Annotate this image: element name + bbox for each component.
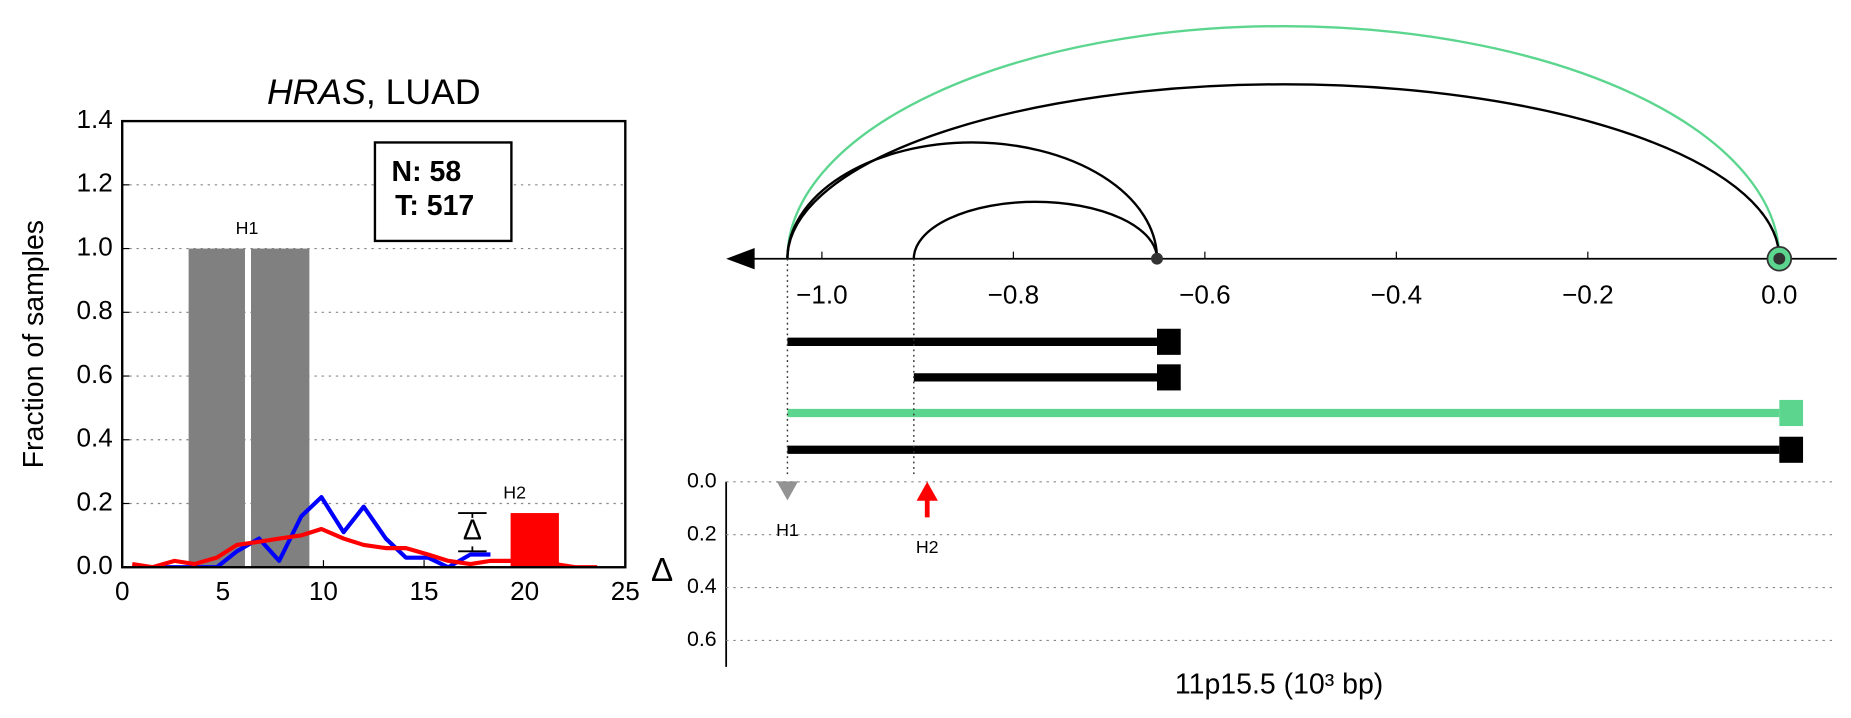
count-label: N: 58: [392, 156, 462, 188]
y-tick-label: 0.2: [687, 521, 717, 545]
marker-label: H1: [776, 520, 799, 540]
count-label: T: 517: [395, 190, 474, 222]
x-tick-label: 5: [216, 576, 231, 606]
bar: [188, 248, 245, 568]
bar: [251, 248, 310, 568]
marker: [776, 481, 799, 501]
y-tick-label: 0.4: [687, 574, 717, 598]
bar: [510, 513, 559, 568]
chart-title: HRAS, LUAD: [267, 72, 481, 112]
x-tick-label: 15: [410, 576, 439, 606]
arc-end: [1773, 252, 1786, 265]
arc: [786, 83, 1781, 259]
x-tick-label: 20: [510, 576, 539, 606]
marker-label: H2: [916, 537, 939, 557]
delta-bg: [458, 517, 487, 547]
y-tick-label: 0.6: [76, 359, 112, 389]
line-series: [132, 495, 491, 568]
x-tick-label: −0.4: [1371, 280, 1423, 310]
title-rest: , LUAD: [366, 72, 481, 112]
x-tick-label: −0.2: [1562, 280, 1614, 310]
x-tick-label: −1.0: [796, 280, 848, 310]
arc-end: [1151, 252, 1163, 265]
y-axis-label: Δ: [651, 552, 673, 589]
plot-area: [131, 248, 598, 568]
marker: [916, 481, 938, 518]
y-tick-label: 0.2: [76, 486, 112, 516]
y-tick-label: 1.2: [76, 168, 112, 198]
title-gene: HRAS: [267, 72, 366, 112]
y-tick-label: 0.4: [76, 423, 112, 453]
x-tick-label: 10: [309, 576, 338, 606]
y-tick-label: 0.0: [687, 468, 717, 492]
delta-label: Δ: [463, 515, 482, 547]
span-end: [1156, 328, 1181, 355]
x-tick-label: 25: [611, 576, 640, 606]
span-end: [1779, 399, 1804, 427]
x-tick-label: −0.8: [988, 280, 1040, 310]
x-axis-label: 11p15.5 (10³ bp): [1175, 668, 1383, 700]
line-series: [131, 526, 598, 568]
span-end: [1779, 436, 1804, 463]
arc: [912, 200, 1159, 259]
frame: [121, 119, 627, 569]
counts-box: [373, 141, 513, 243]
annotation: H1: [236, 218, 259, 238]
y-tick-label: 0.8: [76, 295, 112, 325]
x-tick-label: 0.0: [1761, 280, 1797, 310]
x-tick-label: −0.6: [1179, 280, 1231, 310]
y-axis-label: Fraction of samples: [18, 220, 50, 468]
y-tick-label: 1.0: [76, 231, 112, 261]
annotation: H2: [503, 483, 526, 503]
span-end: [1156, 364, 1181, 391]
x-tick-label: 0: [115, 576, 130, 606]
y-tick-label: 1.4: [76, 104, 112, 134]
y-tick-label: 0.0: [76, 550, 112, 580]
arc: [786, 24, 1781, 259]
y-tick-label: 0.6: [687, 627, 717, 651]
arc: [786, 141, 1159, 259]
axis-arrow: [726, 248, 755, 270]
